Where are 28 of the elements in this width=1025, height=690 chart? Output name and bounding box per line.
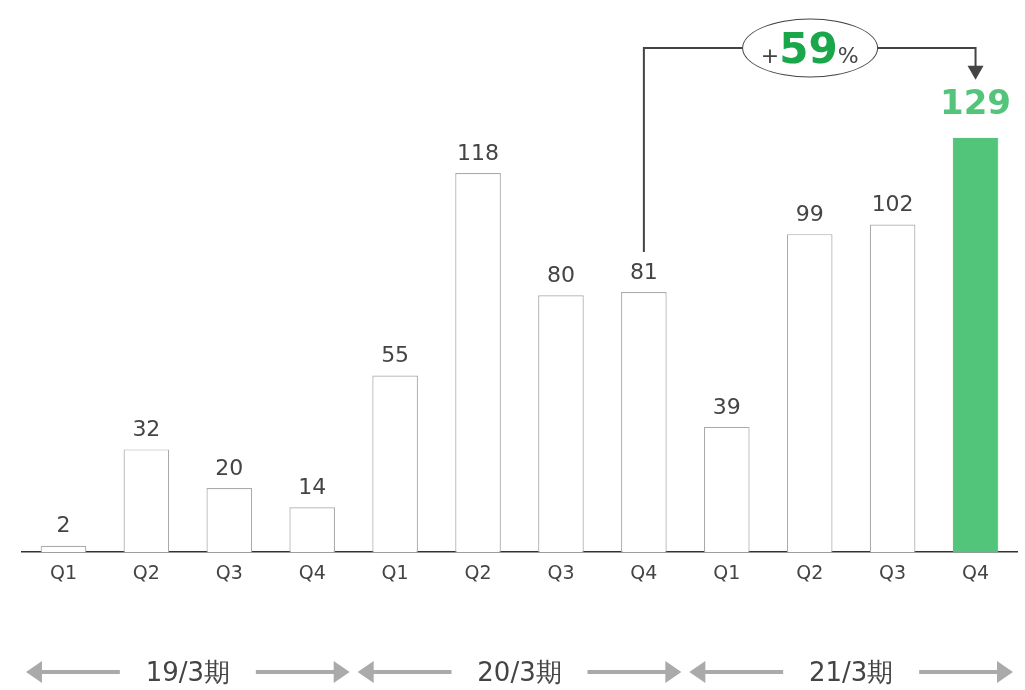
x-tick-label: Q4 [962, 560, 990, 583]
x-tick-label: Q1 [49, 560, 77, 583]
x-tick-label: Q3 [215, 560, 243, 583]
text: 21/3期 [808, 656, 894, 689]
x-tick-label: Q3 [879, 560, 907, 583]
data-label: 2 [56, 512, 71, 538]
x-tick-label: Q4 [298, 560, 326, 583]
data-label: 102 [871, 191, 914, 217]
data-label: 20 [215, 454, 244, 480]
data-label: 80 [546, 261, 575, 287]
data-label: 55 [381, 342, 410, 368]
x-tick-label: Q1 [381, 560, 409, 583]
data-label: 39 [712, 393, 741, 419]
data-label: 118 [457, 139, 500, 165]
x-tick-label: Q2 [796, 560, 824, 583]
data-label: 32 [132, 416, 161, 442]
x-tick-label: Q3 [547, 560, 575, 583]
data-label: 14 [298, 473, 327, 499]
text: 19/3期 [145, 656, 231, 689]
x-tick-label: Q1 [713, 560, 741, 583]
data-label: 129 [940, 81, 1012, 122]
x-tick-label: Q2 [132, 560, 160, 583]
x-tick-label: Q4 [630, 560, 658, 583]
text: +59% [760, 23, 859, 73]
text: 20/3期 [477, 656, 562, 689]
x-tick-label: Q2 [464, 560, 492, 583]
data-label: 99 [795, 200, 824, 226]
data-label: 81 [629, 258, 658, 284]
